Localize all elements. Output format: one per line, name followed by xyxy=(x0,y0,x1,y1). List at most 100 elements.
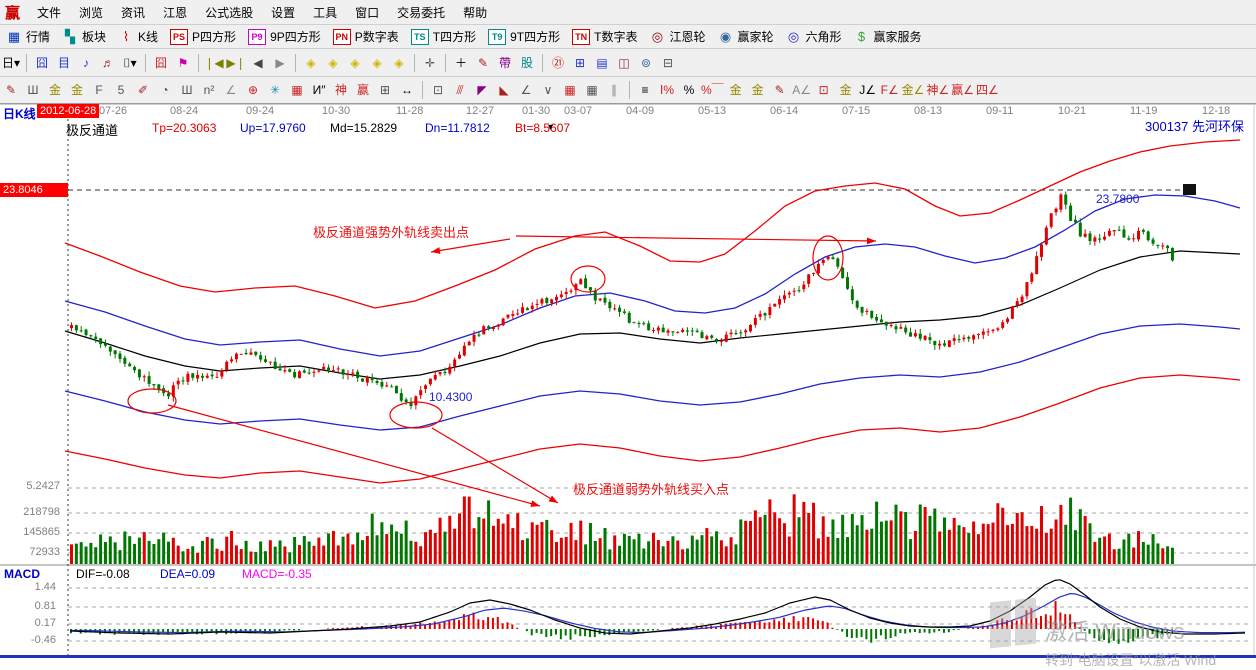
diamond-right-icon[interactable]: ◈ xyxy=(328,55,338,70)
save-icon[interactable]: ◫ xyxy=(618,55,630,70)
menu-window[interactable]: 窗口 xyxy=(355,5,380,20)
fan-purple-icon[interactable]: ◤ xyxy=(477,83,487,97)
gold-fence-1-icon[interactable]: 金 xyxy=(48,83,61,97)
toolbar-button-winner-service[interactable]: $ 赢家服务 xyxy=(848,26,928,47)
a-angle-icon[interactable]: A∠ xyxy=(792,83,812,97)
calculator-icon[interactable]: ⊞ xyxy=(574,55,586,70)
info-doc-icon[interactable]: 目 xyxy=(57,55,70,70)
crosshair-icon[interactable]: ＋ xyxy=(454,55,467,70)
toolbar-button-quotes[interactable]: ▦ 行情 xyxy=(0,26,56,47)
menu-file[interactable]: 文件 xyxy=(37,5,62,20)
toolbar-button-hexagon[interactable]: ◎ 六角形 xyxy=(780,26,848,47)
skip-first-icon[interactable]: ❘◀ xyxy=(204,55,224,70)
n-wave-icon[interactable]: И″ xyxy=(312,83,326,97)
diamond-all-icon[interactable]: ◈ xyxy=(394,55,404,70)
indicator-name[interactable]: 极反通道 xyxy=(66,123,119,138)
win-tool-icon[interactable]: 赢 xyxy=(356,83,369,97)
period-day-dropdown-icon[interactable]: 日▾ xyxy=(1,55,21,70)
menu-news[interactable]: 资讯 xyxy=(121,5,146,20)
menu-tools[interactable]: 工具 xyxy=(313,5,338,20)
ray-fan-icon[interactable]: ⫻ xyxy=(456,83,464,97)
skip-last-icon[interactable]: ▶❘ xyxy=(226,55,246,70)
menu-gann[interactable]: 江恩 xyxy=(163,5,188,20)
toolbar-button-kline[interactable]: ⌇ K线 xyxy=(112,26,164,47)
band-tool-icon[interactable]: 帶 xyxy=(498,55,511,70)
j-angle-line-icon[interactable]: J∠ xyxy=(859,83,877,97)
gold-lines-icon[interactable]: 金 xyxy=(751,83,764,97)
diamond-h-icon[interactable]: ◈ xyxy=(350,55,360,70)
flag-tool-icon[interactable]: ⚑ xyxy=(177,55,189,70)
fence-2-icon[interactable]: Ш xyxy=(181,83,193,97)
diamond-left-icon[interactable]: ◈ xyxy=(306,55,316,70)
web-icon[interactable]: ⊚ xyxy=(640,55,652,70)
indicator-caret-icon[interactable]: ▾ xyxy=(548,122,554,133)
toolbar-button-winner-wheel[interactable]: ◉ 赢家轮 xyxy=(711,26,779,47)
gold-angle-line-icon[interactable]: 金∠ xyxy=(901,83,925,97)
spiral-5-icon[interactable]: 5 xyxy=(117,83,125,97)
f-angle-line-icon[interactable]: F∠ xyxy=(880,83,899,97)
menu-settings[interactable]: 设置 xyxy=(271,5,296,20)
percent-gann-icon[interactable]: Ⅰ% xyxy=(659,83,675,97)
gold-pen-icon[interactable]: ✎ xyxy=(774,83,785,97)
stock-pool-icon[interactable]: 股 xyxy=(520,55,533,70)
brush-2-icon[interactable]: ✐ xyxy=(137,83,149,97)
percent-icon[interactable]: % xyxy=(683,83,695,97)
kline-chart-svg[interactable] xyxy=(0,104,1256,658)
notes-icon[interactable]: ▤ xyxy=(596,55,608,70)
gann-fence-icon[interactable]: Ш xyxy=(27,83,39,97)
grid-web-icon[interactable]: ▦ xyxy=(291,83,303,97)
macd-panel-label[interactable]: MACD xyxy=(4,567,40,581)
main-window-icon[interactable]: 囧 xyxy=(35,55,48,70)
time-wheel-icon[interactable]: ◔ xyxy=(161,83,169,97)
angle-ruler-icon[interactable]: ∠ xyxy=(225,83,237,97)
god-tool-icon[interactable]: 神 xyxy=(334,83,347,97)
four-angle-line-icon[interactable]: 四∠ xyxy=(975,83,999,97)
pan-hand-icon[interactable]: ✛ xyxy=(424,55,436,70)
win-angle-line-icon[interactable]: 赢∠ xyxy=(951,83,974,97)
percent-line-icon[interactable]: %￣ xyxy=(701,83,724,97)
menu-trade[interactable]: 交易委托 xyxy=(397,5,446,20)
gold-under-icon[interactable]: 金 xyxy=(839,83,852,97)
menu-browse[interactable]: 浏览 xyxy=(79,5,104,20)
print-icon[interactable]: ⊟ xyxy=(662,55,674,70)
toolbar-button-t-square[interactable]: TS T四方形 xyxy=(405,26,482,47)
diamond-x-icon[interactable]: ◈ xyxy=(372,55,382,70)
zoom-pen-icon[interactable]: ✎ xyxy=(477,55,489,70)
toolbar-button-t-number-table[interactable]: TN T数字表 xyxy=(566,26,643,47)
toolbar-button-9p-square[interactable]: P9 9P四方形 xyxy=(242,26,327,47)
n-square-icon[interactable]: n² xyxy=(203,83,215,97)
rect-tool-icon[interactable]: ⊡ xyxy=(432,83,444,97)
fan-dark-icon[interactable]: ◣ xyxy=(499,83,509,97)
grid-dark-icon[interactable]: ▦ xyxy=(586,83,598,97)
trend-angle-icon[interactable]: ∠ xyxy=(520,83,532,97)
toolbar-button-p-number-table[interactable]: PN P数字表 xyxy=(327,26,405,47)
god-angle-line-icon[interactable]: 神∠ xyxy=(926,83,950,97)
menu-formula-picker[interactable]: 公式选股 xyxy=(205,5,254,20)
brush-icon[interactable]: ✎ xyxy=(5,83,17,97)
step-back-icon[interactable]: ◀ xyxy=(253,55,263,70)
price-list-icon[interactable]: ≡ xyxy=(641,83,649,97)
grid-red-icon[interactable]: ▦ xyxy=(564,83,576,97)
f-fence-icon[interactable]: F xyxy=(95,83,103,97)
toolbar-button-p-square[interactable]: PS P四方形 xyxy=(164,26,242,47)
width-measure-icon[interactable]: ↔ xyxy=(401,83,413,97)
menu-help[interactable]: 帮助 xyxy=(463,5,488,20)
star-web-icon[interactable]: ✳ xyxy=(269,83,281,97)
gann-box-icon[interactable]: ⊡ xyxy=(818,83,829,97)
toolbar-button-9t-square[interactable]: T9 9T四方形 xyxy=(482,26,566,47)
chart-canvas[interactable]: 日K线 2012-06-28 07-26 08-24 09-24 10-30 11-28… xyxy=(0,104,1256,668)
period-label[interactable]: 日K线 xyxy=(3,107,36,121)
pattern-window-icon[interactable]: 囧 xyxy=(154,55,167,70)
v-line-icon[interactable]: ∨ xyxy=(543,83,553,97)
parallel-lines-icon[interactable]: ∥ xyxy=(611,83,617,97)
candle-style-dropdown-icon[interactable]: ⌷▾ xyxy=(123,55,137,70)
toolbar-button-gann-wheel[interactable]: ◎ 江恩轮 xyxy=(643,26,711,47)
measure-icon[interactable]: ⊞ xyxy=(379,83,391,97)
toolbar-button-sectors[interactable]: ▚ 板块 xyxy=(56,26,112,47)
gold-fence-2-icon[interactable]: 金 xyxy=(70,83,83,97)
bars-3-icon[interactable]: ♪ xyxy=(83,55,89,70)
gold-circle-icon[interactable]: 金 xyxy=(729,83,742,97)
circle-cross-icon[interactable]: ⊕ xyxy=(247,83,259,97)
step-forward-icon[interactable]: ▶ xyxy=(275,55,285,70)
calendar-icon[interactable]: ㉑ xyxy=(551,55,564,70)
